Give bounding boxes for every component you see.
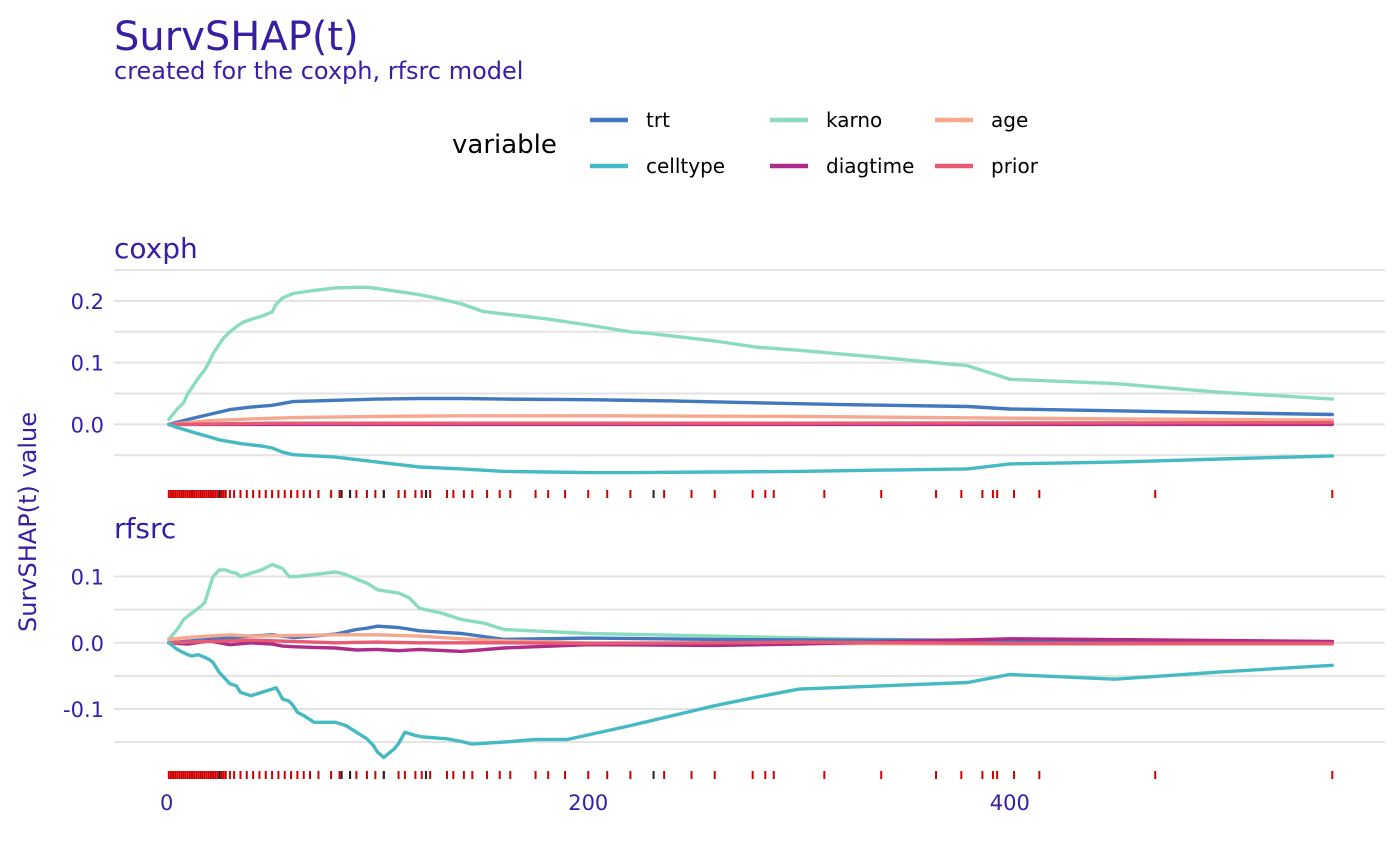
legend-label-age: age bbox=[991, 108, 1028, 132]
chart-subtitle: created for the coxph, rfsrc model bbox=[114, 57, 523, 85]
gridlines-coxph bbox=[114, 269, 1385, 457]
series-line-celltype bbox=[167, 641, 1335, 760]
y-tick-label: 0.2 bbox=[71, 290, 104, 314]
y-ticks-coxph: 0.2 0.1 0.0 bbox=[71, 290, 104, 438]
x-tick-label: 400 bbox=[990, 791, 1030, 815]
series-line-prior bbox=[167, 420, 1335, 427]
legend-item-diagtime: diagtime bbox=[770, 154, 914, 178]
legend-label-celltype: celltype bbox=[646, 154, 725, 178]
y-tick-label: 0.1 bbox=[71, 352, 104, 376]
legend-item-age: age bbox=[935, 108, 1028, 132]
series-coxph bbox=[167, 285, 1335, 475]
panel-label-coxph: coxph bbox=[114, 232, 198, 265]
series-line-karno bbox=[167, 562, 1335, 645]
series-rfsrc bbox=[167, 562, 1335, 760]
y-axis-label: SurvSHAP(t) value bbox=[14, 412, 42, 632]
legend: variable trt celltype karno diagtime age prio… bbox=[452, 108, 1039, 178]
x-tick-label: 0 bbox=[160, 791, 173, 815]
chart-title: SurvSHAP(t) bbox=[114, 14, 359, 60]
x-tick-label: 200 bbox=[568, 791, 608, 815]
series-line-trt bbox=[167, 396, 1335, 427]
rug-coxph bbox=[167, 490, 1334, 498]
y-ticks-rfsrc: 0.1 0.0 -0.1 bbox=[63, 566, 104, 723]
legend-item-trt: trt bbox=[590, 108, 670, 132]
legend-item-karno: karno bbox=[770, 108, 882, 132]
panel-coxph: coxph 0.2 0.1 0.0 bbox=[71, 232, 1385, 498]
legend-item-prior: prior bbox=[935, 154, 1039, 178]
rug-rfsrc bbox=[167, 771, 1334, 779]
series-line-celltype bbox=[167, 422, 1335, 475]
y-tick-label: -0.1 bbox=[63, 698, 104, 722]
legend-label-trt: trt bbox=[646, 108, 670, 132]
panel-label-rfsrc: rfsrc bbox=[114, 512, 176, 545]
series-line-diagtime bbox=[167, 637, 1335, 654]
y-tick-label: 0.1 bbox=[71, 566, 104, 590]
panel-rfsrc: rfsrc 0.1 0.0 -0.1 bbox=[63, 512, 1385, 779]
x-axis: 0 200 400 bbox=[160, 791, 1030, 815]
series-line-karno bbox=[167, 285, 1335, 422]
y-tick-label: 0.0 bbox=[71, 632, 104, 656]
series-line-prior bbox=[167, 638, 1335, 646]
legend-label-prior: prior bbox=[991, 154, 1039, 178]
y-tick-label: 0.0 bbox=[71, 413, 104, 437]
series-line-age bbox=[167, 414, 1335, 427]
legend-label-diagtime: diagtime bbox=[826, 154, 914, 178]
legend-label-karno: karno bbox=[826, 108, 882, 132]
legend-item-celltype: celltype bbox=[590, 154, 725, 178]
legend-title: variable bbox=[452, 130, 557, 160]
